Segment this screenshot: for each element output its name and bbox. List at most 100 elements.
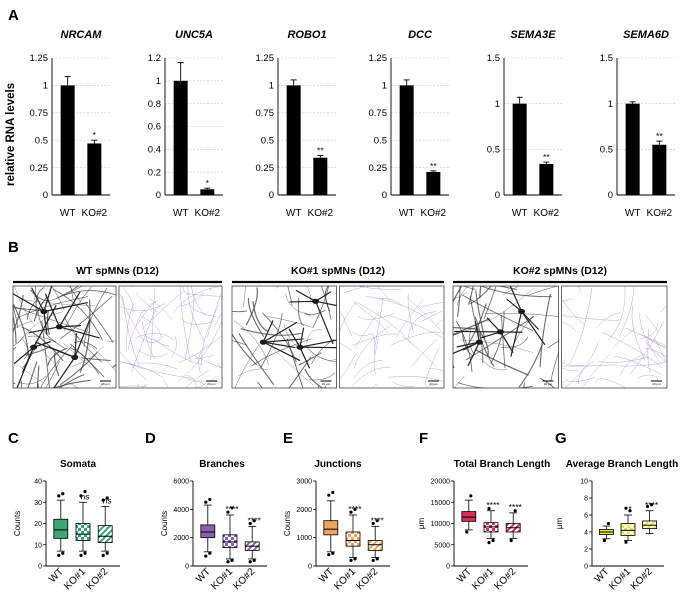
condition-group-1: WT spMNs (D12) 20 μm 20 μm bbox=[12, 265, 223, 389]
condition-label: KO#1 spMNs (D12) bbox=[291, 265, 385, 277]
y-tick-label: 0.4 bbox=[148, 145, 161, 156]
image-frame bbox=[118, 285, 223, 389]
y-tick-label: 1.5 bbox=[487, 53, 500, 64]
panel-letter-e: E bbox=[283, 430, 293, 447]
y-tick-label: 20 bbox=[34, 521, 42, 528]
significance-label: ns bbox=[81, 491, 90, 501]
y-axis-label: μm bbox=[555, 518, 564, 530]
panel-letter-c: C bbox=[8, 430, 19, 447]
box-wt bbox=[200, 524, 216, 539]
chart-title: UNC5A bbox=[175, 29, 213, 41]
chart-title: SEMA6D bbox=[623, 29, 669, 41]
chart-title: Average Branch Length bbox=[566, 459, 678, 470]
y-tick-label: 8 bbox=[584, 496, 588, 503]
y-tick-label: 1.25 bbox=[369, 53, 388, 64]
y-tick-label: 20000 bbox=[431, 479, 451, 486]
y-axis-label: Counts bbox=[13, 511, 22, 536]
y-tick-label: 0.8 bbox=[148, 99, 161, 110]
y-tick-label: 0.25 bbox=[369, 163, 388, 174]
chart-title: Somata bbox=[60, 459, 97, 470]
y-tick-label: 1 bbox=[495, 99, 500, 110]
outlier-point bbox=[487, 507, 491, 511]
outlier-point bbox=[349, 558, 353, 562]
box-ko1 bbox=[620, 523, 636, 536]
x-category-label: KO#1 bbox=[470, 566, 496, 592]
outlier-point bbox=[513, 509, 517, 513]
x-category-label: KO#2 bbox=[308, 208, 334, 219]
soma bbox=[518, 308, 526, 315]
outlier-point bbox=[353, 507, 357, 511]
x-category-label: WT bbox=[625, 208, 641, 219]
image-frame bbox=[452, 285, 559, 389]
outlier-point bbox=[57, 553, 61, 557]
significance-label: **** bbox=[225, 504, 239, 514]
y-tick-label: 0.75 bbox=[256, 108, 275, 119]
skeleton-traces bbox=[339, 286, 444, 388]
significance-label: **** bbox=[509, 502, 523, 512]
outlier-point bbox=[602, 538, 607, 543]
x-category-label: KO#2 bbox=[492, 566, 518, 592]
condition-label: WT spMNs (D12) bbox=[76, 265, 159, 277]
x-category-label: KO#2 bbox=[421, 208, 447, 219]
box-wt bbox=[323, 520, 339, 536]
y-tick-label: 10000 bbox=[431, 521, 451, 528]
outlier-point bbox=[331, 490, 335, 494]
outlier-point bbox=[208, 497, 212, 502]
panel-a-ylabel: relative RNA levels bbox=[5, 83, 17, 186]
y-tick-label: 0.5 bbox=[374, 135, 387, 146]
box-ko2 bbox=[367, 540, 383, 551]
soma bbox=[296, 344, 304, 350]
y-tick-label: 0.75 bbox=[30, 108, 49, 119]
outlier-point bbox=[204, 554, 208, 558]
significance-label: **** bbox=[486, 500, 500, 510]
y-tick-label: 30 bbox=[34, 500, 42, 507]
significance-label: ** bbox=[317, 146, 324, 156]
bar-ko2 bbox=[426, 171, 441, 195]
bar-chart-unc5a: UNC5A 0 0.2 0.4 0.6 0.8 1 1.2 WT * KO#2 bbox=[148, 29, 223, 219]
y-tick-label: 0 bbox=[308, 564, 312, 571]
y-tick-label: 10 bbox=[34, 542, 42, 549]
outlier-point bbox=[375, 519, 379, 523]
outlier-point bbox=[101, 498, 105, 502]
outlier-point bbox=[79, 494, 83, 498]
outlier-point bbox=[327, 553, 331, 557]
panel-letter-d: D bbox=[145, 430, 156, 447]
significance-label: * bbox=[93, 130, 97, 140]
bar-wt bbox=[60, 85, 75, 195]
outlier-point bbox=[353, 557, 357, 561]
image-frame bbox=[231, 285, 337, 389]
y-tick-label: 10 bbox=[580, 479, 588, 486]
soma bbox=[312, 298, 320, 304]
y-axis-label: Counts bbox=[160, 511, 169, 536]
y-tick-label: 2000 bbox=[296, 507, 312, 514]
outlier-point bbox=[465, 530, 469, 534]
soma bbox=[496, 329, 504, 335]
x-category-label: KO#2 bbox=[354, 566, 380, 592]
y-tick-label: 6000 bbox=[173, 479, 189, 486]
outlier-point bbox=[491, 538, 495, 543]
skeleton-image: 20 μm bbox=[561, 285, 668, 389]
soma bbox=[30, 344, 38, 350]
panel-letter-a: A bbox=[8, 7, 19, 24]
outlier-point bbox=[252, 519, 256, 523]
outlier-point bbox=[624, 506, 628, 510]
y-tick-label: 4000 bbox=[173, 507, 189, 514]
y-tick-label: 1.5 bbox=[600, 53, 613, 64]
outlier-point bbox=[79, 553, 83, 557]
bar-wt bbox=[625, 103, 640, 195]
x-category-label: KO#1 bbox=[607, 566, 633, 592]
bar-ko2 bbox=[652, 144, 667, 195]
x-category-label: WT bbox=[286, 208, 302, 219]
y-tick-label: 0 bbox=[43, 190, 48, 201]
condition-group-3: KO#2 spMNs (D12) 20 μm 20 μm bbox=[452, 265, 668, 389]
y-tick-label: 0 bbox=[495, 190, 500, 201]
y-tick-label: 15000 bbox=[431, 500, 451, 507]
box-plot-average-branch-length: Average Branch Length0246810μmWT*KO#1***… bbox=[555, 459, 678, 592]
outlier-point bbox=[101, 553, 105, 557]
outlier-point bbox=[371, 558, 375, 562]
y-axis-label: μm bbox=[417, 518, 426, 530]
bar-wt bbox=[512, 103, 527, 195]
skeleton-image: 20 μm bbox=[339, 285, 445, 389]
y-tick-label: 0.6 bbox=[148, 122, 161, 133]
